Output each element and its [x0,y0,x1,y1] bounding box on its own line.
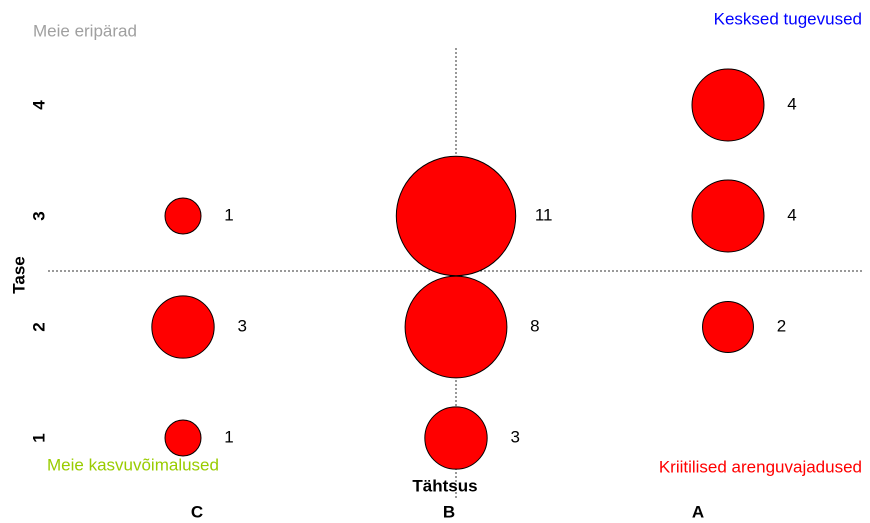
bubble [151,295,215,359]
bubble [164,419,202,457]
data-label: 4 [787,94,796,113]
data-label: 1 [224,205,233,224]
data-label: 11 [535,205,553,224]
annotation: Kesksed tugevused [714,9,862,28]
x-tick-label: B [443,502,455,521]
data-label: 4 [787,205,796,224]
x-tick-label: C [191,502,203,521]
x-tick-label: A [692,502,704,521]
bubble [164,197,202,235]
bubble [424,406,488,470]
bubble [691,68,765,142]
data-label: 2 [777,316,786,335]
x-axis-title: Tähtsus [412,476,477,495]
annotation: Meie kasvuvõimalused [47,455,219,474]
y-tick-label: 3 [29,211,48,220]
bubble [395,155,517,277]
annotation: Kriitilised arenguvajadused [659,457,862,476]
data-label: 8 [530,316,539,335]
data-label: 1 [224,427,233,446]
data-label: 3 [510,427,519,446]
y-tick-label: 1 [29,433,48,442]
y-axis-title: Tase [9,256,28,294]
bubble [404,275,508,379]
bubble [702,301,754,353]
annotation: Meie eripärad [33,21,137,40]
data-label: 3 [237,316,246,335]
y-tick-label: 2 [29,322,48,331]
y-tick-label: 4 [29,100,48,110]
bubble [691,179,765,253]
